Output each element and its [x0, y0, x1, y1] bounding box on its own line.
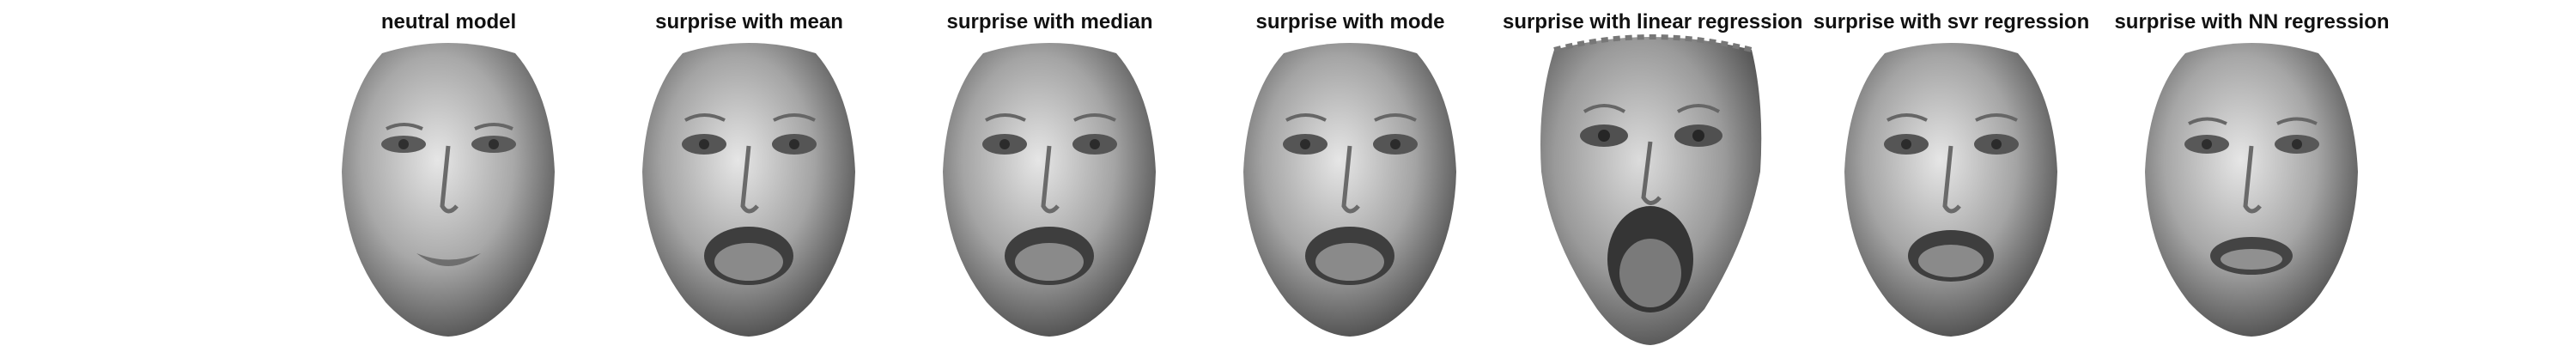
face-render	[642, 43, 855, 337]
panel-title: surprise with NN regression	[2114, 10, 2390, 33]
face-render	[342, 43, 555, 337]
face-panel-nn-regression: surprise with NN regression	[2104, 0, 2400, 358]
face-panel-mean: surprise with mean	[601, 0, 897, 358]
face-panel-svr-regression: surprise with svr regression	[1803, 0, 2099, 358]
panel-title: neutral model	[380, 10, 517, 33]
face-render	[1243, 43, 1456, 337]
panel-title: surprise with mode	[1255, 10, 1445, 33]
face-render	[2145, 43, 2358, 337]
face-panel-neutral: neutral model	[301, 0, 597, 358]
panel-title: surprise with mean	[655, 10, 843, 33]
face-panel-linear-regression: surprise with linear regression	[1503, 0, 1803, 358]
face-render	[1540, 34, 1762, 345]
face-panel-mode: surprise with mode	[1202, 0, 1498, 358]
panel-title: surprise with svr regression	[1813, 10, 2090, 33]
panel-title: surprise with median	[946, 10, 1153, 33]
panel-title: surprise with linear regression	[1503, 10, 1803, 33]
face-panel-median: surprise with median	[902, 0, 1198, 358]
face-render	[943, 43, 1156, 337]
face-render	[1844, 43, 2057, 337]
